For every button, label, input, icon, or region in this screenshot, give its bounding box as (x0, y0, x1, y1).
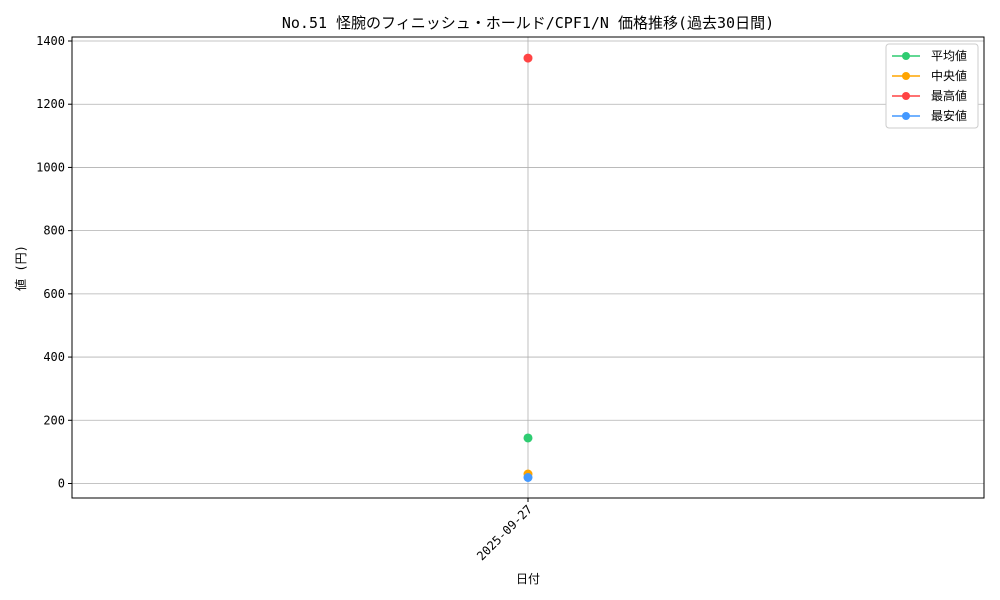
legend-marker (902, 52, 910, 60)
y-tick-label: 200 (43, 413, 65, 427)
y-tick-label: 600 (43, 287, 65, 301)
legend-marker (902, 112, 910, 120)
y-tick-label: 1200 (36, 97, 65, 111)
data-point (523, 53, 533, 63)
legend-label: 中央値 (931, 68, 967, 83)
y-tick-label: 1400 (36, 34, 65, 48)
chart-title: No.51 怪腕のフィニッシュ・ホールド/CPF1/N 価格推移(過去30日間) (282, 14, 774, 32)
data-point (523, 433, 533, 443)
legend-box (885, 43, 979, 129)
legend-label: 平均値 (931, 48, 967, 63)
y-tick-label: 800 (43, 224, 65, 238)
legend-label: 最高値 (931, 88, 967, 103)
legend-marker (902, 72, 910, 80)
x-axis-label: 日付 (516, 572, 540, 586)
y-tick-label: 400 (43, 350, 65, 364)
x-tick-label: 2025-09-27 (474, 502, 535, 563)
y-tick-label: 1000 (36, 160, 65, 174)
legend-marker (902, 92, 910, 100)
y-axis-label: 値 (円) (13, 245, 28, 291)
y-tick-label: 0 (58, 477, 65, 491)
data-point (523, 472, 533, 482)
legend-label: 最安値 (931, 108, 967, 123)
